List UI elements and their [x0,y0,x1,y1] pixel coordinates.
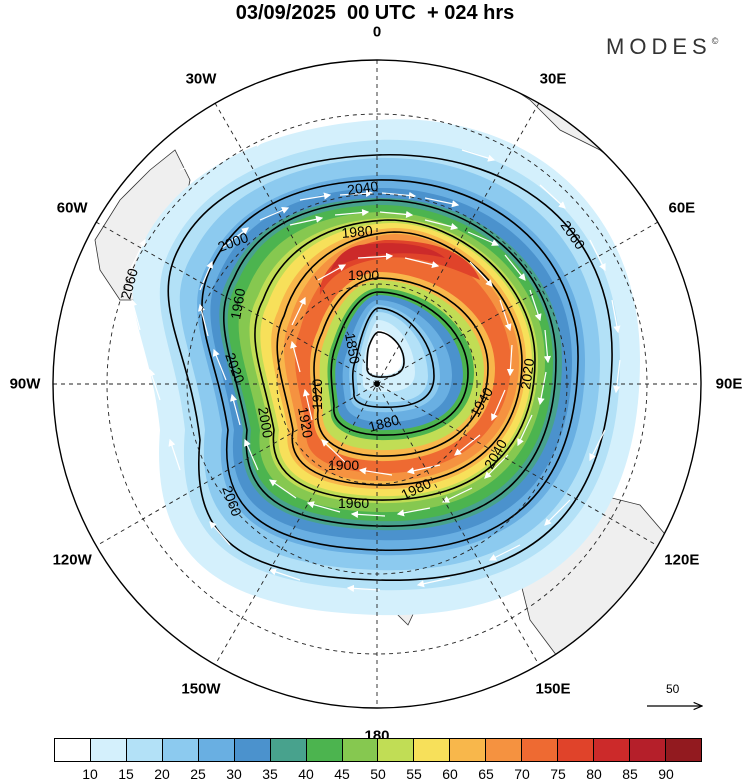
svg-text:2060: 2060 [117,266,141,300]
colorbar-tick-label: 80 [586,766,602,782]
colorbar-swatch [594,739,630,761]
svg-text:1900: 1900 [348,267,379,283]
lon-label-30w: 30W [185,70,217,88]
map-boundary [52,59,702,709]
colorbar-swatch [486,739,523,761]
reference-vector-label: 50 [666,682,680,696]
svg-text:1960: 1960 [227,287,248,321]
colorbar-tick-label: 90 [658,766,674,782]
colorbar-tick-label: 60 [442,766,458,782]
svg-text:2020: 2020 [517,357,537,390]
pole-marker [374,381,380,387]
colorbar-tick-label: 50 [370,766,386,782]
colorbar-tick-label: 35 [262,766,278,782]
svg-text:1880: 1880 [367,411,401,435]
colorbar-tick-label: 25 [190,766,206,782]
colorbar-tick-label: 40 [298,766,314,782]
colorbar-swatch [126,739,163,761]
colorbar-swatch [342,739,379,761]
svg-text:2000: 2000 [255,406,276,440]
colorbar-swatch [558,739,595,761]
svg-text:1920: 1920 [295,406,316,440]
lon-label-150w: 150W [181,680,221,698]
lon-label-60w: 60W [56,199,88,217]
graticule [53,60,701,708]
colorbar-tick-label: 75 [550,766,566,782]
lon-label-30e: 30E [539,70,567,88]
colorbar-swatch [414,739,451,761]
lon-label-120e: 120E [664,551,700,569]
colorbar-tick-label: 65 [478,766,494,782]
colorbar-tick-label: 45 [334,766,350,782]
svg-text:2040: 2040 [346,178,379,198]
brand-logo: MODES© [606,34,719,59]
svg-text:1960: 1960 [338,495,369,511]
lon-label-90e: 90E [715,375,743,393]
colorbar-tick-label: 10 [82,766,98,782]
colorbar-swatch [90,739,127,761]
colorbar [54,738,702,762]
colorbar-swatch [665,739,701,761]
svg-text:1980: 1980 [341,222,374,241]
colorbar-swatch [198,739,235,761]
lon-label-150e: 150E [535,680,571,698]
colorbar-tick-label: 70 [514,766,530,782]
colorbar-swatch [378,739,415,761]
colorbar-tick-label: 15 [118,766,134,782]
svg-text:1920: 1920 [309,379,325,410]
lon-label-0: 0 [372,23,382,41]
colorbar-swatch [522,739,559,761]
colorbar-tick-label: 30 [226,766,242,782]
lon-label-120w: 120W [52,551,92,569]
colorbar-swatch [162,739,199,761]
colorbar-swatch [630,739,666,761]
svg-text:1850: 1850 [342,332,363,366]
colorbar-swatch [55,739,91,761]
contour-labels: 2060 2040 2000 1980 1960 1900 1850 1940 … [117,178,588,519]
colorbar-tick-label: 20 [154,766,170,782]
svg-text:1900: 1900 [328,457,359,473]
map-title: 03/09/2025 00 UTC + 024 hrs [235,2,515,24]
colorbar-tick-label: 55 [406,766,422,782]
height-contours [167,154,613,581]
colorbar-tick-label: 85 [622,766,638,782]
lon-label-60e: 60E [668,199,696,217]
wind-vectors [129,139,621,592]
colorbar-swatch [270,739,307,761]
lon-label-90w: 90W [9,375,41,393]
colorbar-swatch [450,739,487,761]
colorbar-swatch [306,739,343,761]
colorbar-swatch [234,739,271,761]
